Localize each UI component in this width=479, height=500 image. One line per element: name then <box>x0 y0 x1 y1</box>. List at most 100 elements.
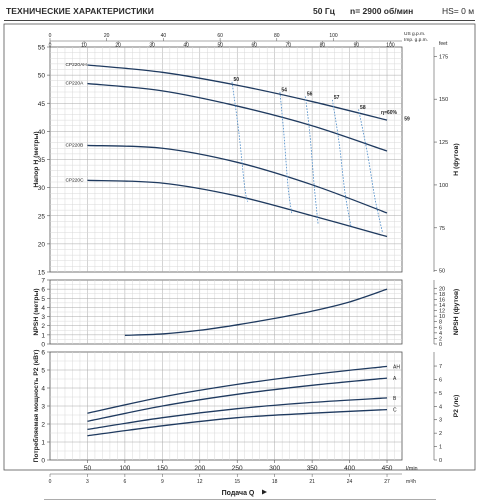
head-curve-label-cp220ah: CP220AH <box>65 62 87 68</box>
x-tick-label-m3h: 3 <box>86 479 89 485</box>
y-tick-label-head: 35 <box>38 157 46 164</box>
right-tick-label-npsh: 12 <box>439 309 445 315</box>
head-curve-cp220b <box>87 144 388 214</box>
x-tick-label-m3h: 18 <box>272 479 278 485</box>
x-tick-label-m3h: 0 <box>49 479 52 485</box>
top-imp-tick-label: 80 <box>320 43 326 49</box>
top-imp-tick-label: 60 <box>252 43 258 49</box>
y-axis-label-power: Потребляемая мощность P2 (кВт) <box>32 349 40 462</box>
power-curve-label-a: A <box>393 376 397 382</box>
right-tick-label-power: 4 <box>439 404 442 410</box>
efficiency-label-5: η=60% <box>381 110 398 116</box>
panel-npsh <box>49 279 403 345</box>
right-tick-label-power: 2 <box>439 431 442 437</box>
top-us-tick-label: 60 <box>217 33 223 39</box>
efficiency-label-4: 58 <box>360 105 366 111</box>
header-rule <box>4 20 475 21</box>
top-imp-tick-label: 20 <box>115 43 121 49</box>
x-tick-label-m3h: 21 <box>309 479 315 485</box>
right-tick-label-npsh: 16 <box>439 297 445 303</box>
y-tick-label-power: 3 <box>41 404 45 411</box>
x-axis-title: Подача Q <box>222 490 255 497</box>
header: ТЕХНИЧЕСКИЕ ХАРАКТЕРИСТИКИ 50 Гц n= 2900… <box>0 0 479 22</box>
outer-frame <box>3 23 476 471</box>
x-tick-label-lmin: 200 <box>194 465 205 472</box>
efficiency-line-1 <box>279 91 293 215</box>
y-tick-label-npsh: 5 <box>41 296 45 303</box>
header-frequency: 50 Гц <box>313 6 335 16</box>
npsh-curve <box>124 288 388 336</box>
efficiency-label-3: 57 <box>334 95 340 101</box>
power-curve-a <box>87 377 388 422</box>
right-tick-label-head: 125 <box>439 140 448 146</box>
efficiency-line-4 <box>358 109 383 233</box>
right-tick-label-power: 5 <box>439 391 442 397</box>
y-tick-label-npsh: 6 <box>41 287 45 294</box>
efficiency-line-0 <box>231 81 249 202</box>
x-tick-label-lmin: 150 <box>157 465 168 472</box>
efficiency-line-2 <box>304 96 319 225</box>
right-tick-label-power: 6 <box>439 377 442 383</box>
top-us-tick-label: 100 <box>329 33 338 39</box>
y-tick-label-head: 40 <box>38 129 46 136</box>
right-tick-label-head: 50 <box>439 269 445 275</box>
top-us-tick-label: 40 <box>161 33 167 39</box>
y-tick-label-head: 45 <box>38 101 46 108</box>
x-tick-label-lmin: 350 <box>307 465 318 472</box>
head-curve-cp220a <box>87 82 388 152</box>
head-curve-label-cp220b: CP220B <box>65 142 83 148</box>
right-tick-label-npsh: 14 <box>439 303 445 309</box>
y-tick-label-power: 1 <box>41 440 45 447</box>
y-tick-label-npsh: 1 <box>41 332 45 339</box>
top-us-label: US g.p.m. <box>404 31 425 37</box>
top-imp-tick-label: 70 <box>286 43 292 49</box>
right-tick-label-npsh: 18 <box>439 292 445 298</box>
top-imp-label: Imp. g.p.m. <box>404 37 428 43</box>
top-us-tick-label: 0 <box>49 33 52 39</box>
x-tick-label-m3h: 6 <box>124 479 127 485</box>
efficiency-line-3 <box>331 99 352 228</box>
right-tick-label-npsh: 2 <box>439 336 442 342</box>
right-tick-label-power: 0 <box>439 458 442 464</box>
header-hs: HS= 0 м <box>442 6 475 16</box>
x-unit-m3h: m³/h <box>406 479 416 485</box>
power-curve-label-ah: AH <box>393 364 400 370</box>
y-axis-label-npsh: NPSH (метры) <box>33 288 40 335</box>
right-axis-unit-head: feet <box>439 41 448 47</box>
head-curve-label-cp220a: CP220A <box>65 81 84 87</box>
y-tick-label-npsh: 7 <box>41 278 45 285</box>
y-tick-label-power: 6 <box>41 350 45 357</box>
y-tick-label-power: 0 <box>41 458 45 465</box>
head-curve-cp220ah <box>87 64 388 121</box>
x-unit-lmin: l/min <box>406 466 418 472</box>
top-us-tick-label: 80 <box>274 33 280 39</box>
right-tick-label-npsh: 6 <box>439 325 442 331</box>
x-tick-label-m3h: 27 <box>384 479 390 485</box>
y-tick-label-npsh: 3 <box>41 314 45 321</box>
right-tick-label-power: 7 <box>439 364 442 370</box>
right-tick-label-head: 100 <box>439 183 448 189</box>
y-tick-label-head: 15 <box>38 270 46 277</box>
y-tick-label-head: 50 <box>38 73 46 80</box>
y-tick-label-power: 4 <box>41 386 45 393</box>
efficiency-label-6: 59 <box>404 117 410 123</box>
head-curve-label-cp220c: CP220C <box>65 177 84 183</box>
header-title: ТЕХНИЧЕСКИЕ ХАРАКТЕРИСТИКИ <box>6 6 154 16</box>
efficiency-label-0: 50 <box>233 77 239 83</box>
x-tick-label-m3h: 9 <box>161 479 164 485</box>
y-tick-label-head: 25 <box>38 213 46 220</box>
y-tick-label-npsh: 2 <box>41 323 45 330</box>
top-imp-tick-label: 40 <box>183 43 189 49</box>
y-tick-label-npsh: 4 <box>41 305 45 312</box>
x-tick-label-m3h: 15 <box>234 479 240 485</box>
right-tick-label-npsh: 0 <box>439 342 442 348</box>
panel-head <box>49 46 403 273</box>
top-imp-tick-label: 30 <box>149 43 155 49</box>
top-imp-tick-label: 50 <box>217 43 223 49</box>
header-speed: n= 2900 об/мин <box>350 6 414 16</box>
right-tick-label-power: 1 <box>439 445 442 451</box>
right-tick-label-power: 3 <box>439 418 442 424</box>
x-tick-label-m3h: 24 <box>347 479 353 485</box>
y-axis-label-head: Напор H (метры) <box>33 131 40 187</box>
power-curve-label-c: C <box>393 408 397 414</box>
